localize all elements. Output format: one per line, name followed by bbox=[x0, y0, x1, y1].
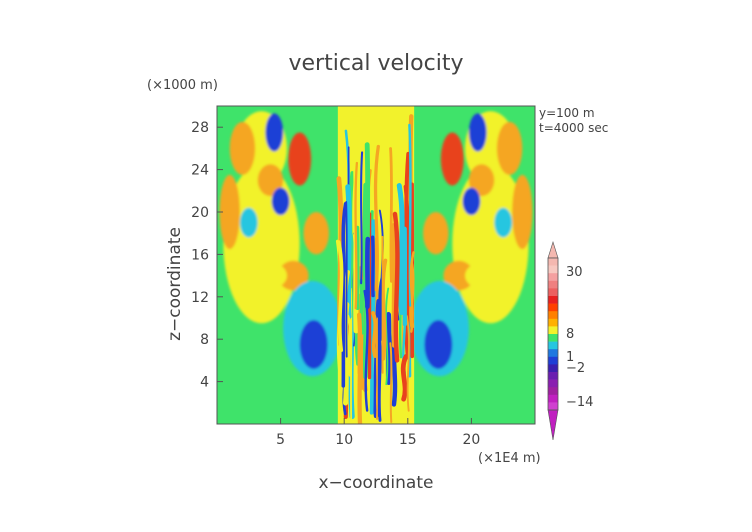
wave-blob bbox=[219, 174, 240, 250]
y-tick-label: 4 bbox=[200, 375, 209, 391]
plume-streak bbox=[354, 161, 359, 310]
plume-streak bbox=[405, 315, 410, 412]
plume-streak bbox=[409, 251, 415, 333]
plume-streak bbox=[381, 258, 388, 361]
colorbar-tick-label: 8 bbox=[566, 327, 574, 342]
plume-streak bbox=[345, 201, 348, 358]
y-unit-label: (×1000 m) bbox=[147, 78, 218, 93]
wave-blob bbox=[288, 132, 312, 186]
plume-streak bbox=[396, 183, 405, 316]
plume-streak bbox=[359, 151, 364, 285]
colorbar-swatch bbox=[548, 334, 558, 342]
y-axis: 4 8 12 16 20 24 28 bbox=[191, 120, 223, 391]
colorbar-swatch bbox=[548, 356, 558, 365]
plume-streak bbox=[408, 123, 412, 307]
y-tick-label: 8 bbox=[200, 332, 209, 348]
colorbar-swatch bbox=[548, 265, 558, 274]
colorbar-swatch bbox=[548, 364, 558, 373]
colorbar-tick-label: −14 bbox=[566, 395, 593, 410]
wave-blob bbox=[299, 320, 328, 369]
colorbar-swatch bbox=[548, 288, 558, 297]
y-tick-label: 12 bbox=[191, 290, 209, 306]
annotation-t: t=4000 sec bbox=[539, 121, 608, 135]
x-tick-label: 15 bbox=[399, 432, 417, 448]
colorbar-swatch bbox=[548, 258, 558, 266]
colorbar-swatch bbox=[548, 273, 558, 282]
x-tick-label: 10 bbox=[335, 432, 353, 448]
plume-streak bbox=[391, 223, 396, 348]
colorbar-swatch bbox=[548, 318, 558, 327]
wave-blob bbox=[257, 164, 284, 197]
wave-blob bbox=[512, 174, 533, 250]
colorbar-tick-label: 30 bbox=[566, 265, 583, 280]
colorbar-swatch bbox=[548, 372, 558, 380]
annotation-y: y=100 m bbox=[539, 106, 595, 120]
plot-frame bbox=[216, 105, 536, 425]
wave-blob bbox=[229, 121, 256, 175]
x-axis: 5 10 15 20 bbox=[276, 418, 480, 448]
plume-streak bbox=[356, 312, 363, 424]
wave-blob bbox=[278, 260, 309, 291]
wave-blob bbox=[440, 132, 464, 186]
colorbar-swatch bbox=[548, 402, 558, 411]
colorbar-bottom-arrow bbox=[547, 409, 559, 441]
wave-blob bbox=[303, 212, 329, 255]
y-axis-label: z−coordinate bbox=[165, 227, 185, 341]
colorbar-swatch bbox=[548, 379, 558, 388]
wave-blob bbox=[496, 121, 523, 175]
colorbar-swatch bbox=[548, 394, 558, 403]
plume-streak bbox=[346, 314, 352, 377]
colorbar-swatch bbox=[548, 387, 558, 396]
plume-streak bbox=[363, 289, 369, 412]
wave-blob bbox=[468, 113, 487, 152]
wave-blob bbox=[239, 207, 258, 238]
plume-streak bbox=[389, 147, 393, 283]
colorbar-swatch bbox=[548, 303, 558, 312]
colorbar-swatch bbox=[548, 296, 558, 304]
wave-blob bbox=[271, 187, 290, 216]
colorbar-swatch bbox=[548, 326, 558, 335]
y-tick-label: 24 bbox=[191, 163, 209, 179]
y-tick-label: 16 bbox=[191, 247, 209, 263]
y-tick-label: 28 bbox=[191, 120, 209, 136]
y-tick-label: 20 bbox=[191, 205, 209, 221]
colorbar-swatch bbox=[548, 341, 558, 350]
x-unit-label: (×1E4 m) bbox=[478, 451, 541, 466]
wave-blob bbox=[443, 260, 474, 291]
plume-streak bbox=[403, 185, 410, 359]
plume-streak bbox=[336, 240, 344, 353]
colorbar-tick-label: −2 bbox=[566, 361, 585, 376]
colorbar-swatch bbox=[548, 280, 558, 289]
colorbar-swatch bbox=[548, 349, 558, 358]
colorbar-top-arrow bbox=[547, 240, 559, 259]
x-axis-label: x−coordinate bbox=[319, 473, 434, 493]
chart-title: vertical velocity bbox=[288, 51, 463, 76]
plume-streak bbox=[345, 184, 352, 320]
plume-streak bbox=[373, 144, 380, 292]
wave-blob bbox=[424, 320, 453, 369]
plume-streak bbox=[392, 211, 400, 363]
wave-blob bbox=[248, 261, 287, 290]
wave-blob bbox=[465, 261, 504, 290]
wave-blob bbox=[265, 113, 284, 152]
wave-blob bbox=[468, 164, 495, 197]
wave-blob bbox=[494, 207, 513, 238]
colorbar: 30 8 1−2 −14 bbox=[547, 240, 593, 441]
plume-streak bbox=[371, 311, 378, 358]
plume-streak bbox=[385, 287, 390, 386]
plume-streak bbox=[400, 353, 409, 402]
colorbar-swatch bbox=[548, 311, 558, 320]
wave-blob bbox=[423, 212, 449, 255]
heatmap-field bbox=[217, 106, 535, 424]
x-tick-label: 20 bbox=[462, 432, 480, 448]
plume-streak bbox=[375, 317, 379, 420]
plume-streak bbox=[389, 342, 393, 424]
wave-blob bbox=[462, 187, 481, 216]
colorbar-frame bbox=[547, 257, 559, 411]
colorbar-tick-label: 1 bbox=[566, 350, 574, 365]
x-tick-label: 5 bbox=[276, 432, 285, 448]
